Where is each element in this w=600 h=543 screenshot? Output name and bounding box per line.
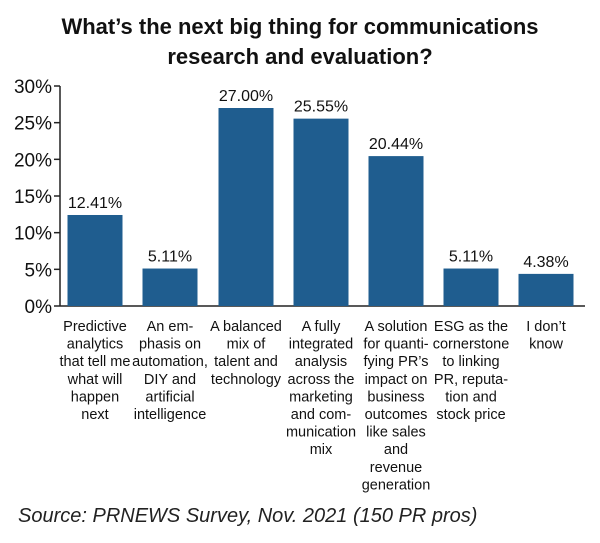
bar-value-label: 4.38% (523, 254, 568, 271)
x-category-label-line: An em- (147, 319, 194, 335)
bar (67, 214, 123, 306)
x-category-label-line: integrated (289, 337, 354, 353)
x-category-label: ESG as the cornerstone to linking PR, reput… (433, 319, 510, 423)
y-tick-label: 0% (25, 297, 53, 318)
x-category-label: A fully integrated analysis across the marke… (286, 319, 356, 458)
x-category-label-line: that tell me (60, 354, 131, 370)
y-tick-label: 5% (25, 260, 53, 281)
x-category-label-line: munication (286, 425, 356, 441)
bar (518, 273, 574, 306)
x-category-label-line: analysis (295, 354, 347, 370)
x-category-label-line: intelligence (134, 407, 207, 423)
x-category-label-line: across the (288, 372, 355, 388)
x-category-label-line: and (384, 442, 408, 458)
x-category-label-line: technology (211, 372, 282, 388)
chart-title: What’s the next big thing for communicat… (0, 12, 600, 72)
bar-value-label: 5.11% (449, 249, 493, 266)
x-category-label-line: cornerstone (433, 337, 510, 353)
x-category-label-line: know (529, 337, 563, 353)
y-tick-label: 25% (14, 114, 52, 135)
x-category-label-line: fying PR’s (363, 354, 428, 370)
x-category-label-line: outcomes (365, 407, 428, 423)
y-tick-label: 20% (14, 150, 52, 171)
bar-value-label: 25.55% (294, 99, 348, 116)
x-category-label-line: talent and (214, 354, 278, 370)
x-category-label-line: I don’t (526, 319, 566, 335)
bar-value-label: 12.41% (68, 195, 122, 212)
x-category-label-line: phasis on (139, 337, 201, 353)
x-category-label-line: stock price (436, 407, 505, 423)
x-category-label-line: and com- (291, 407, 352, 423)
y-tick-label: 15% (14, 187, 52, 208)
bar (218, 108, 274, 306)
x-category-label: Predictive analytics that tell me what will… (60, 319, 131, 423)
bar-value-label: 27.00% (219, 88, 273, 105)
x-category-label-line: marketing (289, 389, 353, 405)
x-category-label: A balanced mix of talent and technology (210, 319, 282, 388)
x-category-label-line: mix of (227, 337, 267, 353)
x-category-label-line: like sales (366, 425, 426, 441)
y-tick-label: 10% (14, 224, 52, 245)
x-category-label-line: DIY and (144, 372, 196, 388)
x-category-label-line: Predictive (63, 319, 127, 335)
x-category-label-line: revenue (370, 460, 422, 476)
chart-title-line-1: What’s the next big thing for communicat… (61, 14, 539, 39)
source-note: Source: PRNEWS Survey, Nov. 2021 (150 PR… (18, 505, 478, 527)
x-category-label-line: mix (310, 442, 333, 458)
x-category-label-line: artificial (145, 389, 194, 405)
x-category-label-line: A solution (365, 319, 428, 335)
bar-value-label: 20.44% (369, 136, 423, 153)
bar (368, 156, 424, 306)
bar (293, 118, 349, 306)
y-tick-label: 30% (14, 77, 52, 98)
x-category-label-line: impact on (365, 372, 428, 388)
bar (142, 268, 198, 306)
bar-value-label: 5.11% (148, 249, 192, 266)
x-category-label-line: ESG as the (434, 319, 508, 335)
x-category-label-line: next (81, 407, 108, 423)
x-category-label-line: what will (67, 372, 123, 388)
x-category-label: I don’t know (526, 319, 566, 353)
x-category-label-line: automation, (132, 354, 208, 370)
x-category-label-line: A fully (302, 319, 341, 335)
x-category-label-line: business (367, 389, 424, 405)
bar (443, 268, 499, 306)
x-category-label: A solution for quanti-fying PR’s impact on… (362, 319, 431, 493)
chart-title-line-2: research and evaluation? (167, 44, 433, 69)
x-category-label-line: to linking (442, 354, 499, 370)
x-category-label-line: generation (362, 477, 431, 493)
x-category-label-line: PR, reputa- (434, 372, 508, 388)
x-category-label-line: tion and (445, 389, 497, 405)
x-category-label: An em-phasis on automation, DIY and artific… (132, 319, 208, 423)
x-category-label-line: for quanti- (363, 337, 428, 353)
x-category-label-line: happen (71, 389, 119, 405)
x-category-label-line: A balanced (210, 319, 282, 335)
x-category-label-line: analytics (67, 337, 123, 353)
